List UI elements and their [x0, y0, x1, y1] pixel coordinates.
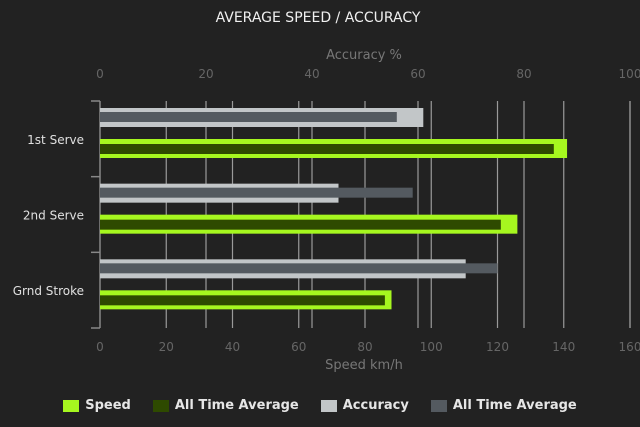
bar-chart: AVERAGE SPEED / ACCURACY Accuracy % Spee… [13, 10, 640, 373]
speed-average-bar [100, 295, 385, 306]
speed-tick-label: 140 [552, 340, 575, 354]
legend-item: Speed [63, 398, 131, 413]
speed-tick-label: 80 [357, 340, 372, 354]
speed-tick-label: 100 [420, 340, 443, 354]
speed-average-bar [100, 219, 501, 230]
legend-swatch [320, 399, 337, 412]
accuracy-tick-label: 40 [304, 67, 319, 81]
legend-label: All Time Average [452, 398, 577, 413]
accuracy-average-bar [100, 112, 397, 122]
speed-tick-label: 0 [96, 340, 104, 354]
category-label: 1st Serve [27, 133, 84, 147]
legend-item: All Time Average [152, 398, 299, 413]
legend-label: Speed [85, 398, 131, 413]
accuracy-average-bar [100, 263, 498, 274]
category-label: 2nd Serve [23, 209, 84, 223]
speed-average-bar [100, 144, 554, 154]
speed-tick-label: 160 [619, 340, 640, 354]
accuracy-tick-label: 60 [410, 67, 425, 81]
legend-swatch [152, 399, 169, 412]
legend-swatch [430, 399, 447, 412]
legend-label: All Time Average [174, 398, 299, 413]
legend-label: Accuracy [342, 398, 409, 413]
bottom-axis-label: Speed km/h [325, 358, 403, 373]
speed-tick-label: 60 [291, 340, 306, 354]
legend-swatch [63, 399, 80, 412]
legend-item: All Time Average [430, 398, 577, 413]
accuracy-tick-label: 80 [516, 67, 531, 81]
speed-tick-label: 20 [159, 340, 174, 354]
top-axis-label: Accuracy % [326, 48, 402, 63]
legend: Speed All Time Average Accuracy All Time Av… [0, 398, 640, 413]
speed-tick-label: 120 [486, 340, 509, 354]
category-label: Grnd Stroke [13, 284, 84, 298]
chart-title: AVERAGE SPEED / ACCURACY [216, 10, 421, 26]
legend-item: Accuracy [320, 398, 409, 413]
accuracy-average-bar [100, 187, 413, 198]
accuracy-tick-label: 0 [96, 67, 104, 81]
speed-tick-label: 40 [225, 340, 240, 354]
accuracy-tick-label: 100 [619, 67, 640, 81]
accuracy-tick-label: 20 [198, 67, 213, 81]
